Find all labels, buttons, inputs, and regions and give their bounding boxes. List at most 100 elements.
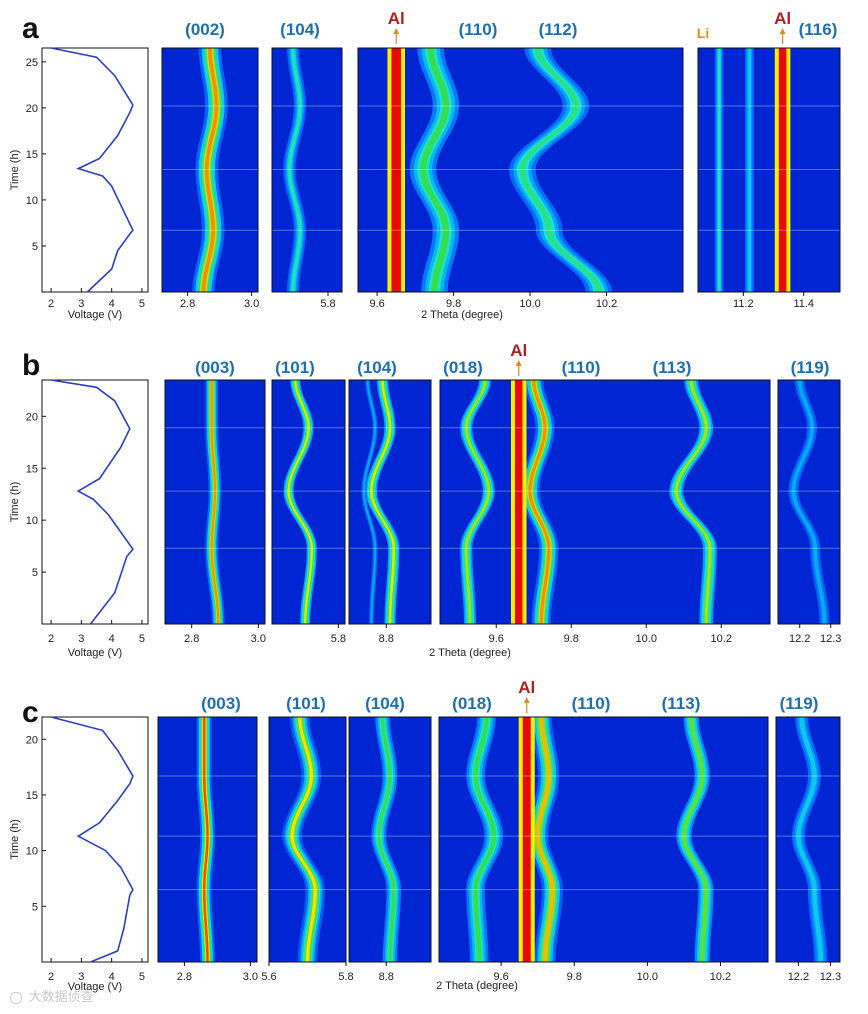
hkl-label: (110) bbox=[459, 20, 498, 39]
hkl-label: (003) bbox=[195, 358, 235, 377]
theta-tick-label: 12.3 bbox=[820, 971, 841, 983]
theta-tick-label: 11.2 bbox=[733, 298, 754, 310]
heatmap-frame bbox=[164, 379, 266, 625]
theta-tick-label: 2.8 bbox=[184, 633, 199, 645]
voltage-curve bbox=[50, 47, 134, 293]
theta-tick-label: 10.0 bbox=[519, 298, 540, 310]
peak-band bbox=[287, 380, 313, 624]
time-axis-label: Time (h) bbox=[9, 819, 21, 860]
hkl-label: (116) bbox=[799, 20, 838, 39]
voltage-plot-a: 2 3 4 5 Voltage (V) 5 10 15 20 25 Time (h) bbox=[9, 47, 149, 321]
theta-tick-label: 2.8 bbox=[177, 971, 192, 983]
heatmap-frame bbox=[357, 47, 684, 293]
panel-a: a 2 3 4 5 Voltage (V) 5 10 15 20 25 Time (h) 2.8 3.0 (… bbox=[9, 9, 841, 321]
voltage-tick-label: 3 bbox=[78, 971, 84, 983]
theta-tick-label: 10.2 bbox=[710, 971, 731, 983]
al-arrow-head bbox=[779, 28, 786, 34]
time-tick-label: 20 bbox=[26, 734, 38, 746]
peak-band bbox=[528, 380, 551, 624]
time-tick-label: 5 bbox=[32, 567, 38, 579]
heatmap-a-4: 11.2 11.4 bbox=[697, 47, 841, 310]
voltage-tick-label: 2 bbox=[48, 298, 54, 310]
voltage-plot-b: 2 3 4 5 Voltage (V) 5 10 15 20 Time (h) bbox=[9, 379, 149, 659]
hkl-label: (112) bbox=[539, 20, 578, 39]
voltage-tick-label: 5 bbox=[139, 298, 145, 310]
voltage-tick-label: 2 bbox=[48, 633, 54, 645]
heatmap-b-1: 2.8 3.0 bbox=[164, 379, 266, 645]
theta-tick-label: 5.8 bbox=[320, 298, 335, 310]
heatmap-b-5: 12.2 12.3 bbox=[777, 379, 841, 645]
theta-tick-label: 8.8 bbox=[379, 971, 394, 983]
peak-band bbox=[419, 48, 450, 292]
voltage-tick-label: 5 bbox=[139, 633, 145, 645]
hkl-label: (104) bbox=[357, 358, 397, 377]
theta-tick-label: 12.2 bbox=[789, 633, 810, 645]
voltage-curve bbox=[50, 716, 134, 963]
watermark-icon bbox=[10, 991, 22, 1004]
hkl-label: (113) bbox=[653, 358, 692, 377]
peak-band bbox=[791, 380, 827, 624]
theta-tick-label: 9.8 bbox=[567, 971, 582, 983]
time-axis-label: Time (h) bbox=[9, 150, 21, 191]
theta-tick-label: 3.0 bbox=[244, 298, 259, 310]
time-axis-label: Time (h) bbox=[9, 482, 21, 523]
heatmap-c-4: 9.6 9.8 10.0 10.2 bbox=[438, 716, 769, 983]
theta-tick-label: 12.2 bbox=[788, 971, 809, 983]
voltage-tick-label: 3 bbox=[78, 298, 84, 310]
heatmap-frame bbox=[271, 379, 346, 625]
watermark: 大数据侦查 bbox=[10, 986, 94, 1005]
voltage-curve bbox=[50, 379, 134, 625]
theta-tick-label: 5.8 bbox=[338, 971, 353, 983]
peak-band bbox=[363, 380, 376, 624]
theta-axis-label: 2 Theta (degree) bbox=[429, 647, 511, 659]
peak-band bbox=[463, 380, 492, 624]
heatmap-c-1: 2.8 3.0 bbox=[157, 716, 258, 983]
peak-band bbox=[202, 717, 209, 962]
hkl-label: (119) bbox=[791, 358, 830, 377]
hkl-label: (104) bbox=[365, 694, 405, 713]
voltage-tick-label: 4 bbox=[109, 298, 115, 310]
panel-letter-c: c bbox=[22, 696, 39, 729]
heatmap-frame bbox=[271, 47, 343, 293]
voltage-plot-c: 2 3 4 5 Voltage (V) 5 10 15 20 Time (h) bbox=[9, 716, 149, 993]
peak-band bbox=[535, 717, 555, 962]
heatmap-c-5: 12.2 12.3 bbox=[775, 716, 841, 983]
heatmap-frame bbox=[697, 47, 841, 293]
peak-band bbox=[527, 380, 552, 624]
hkl-label: (003) bbox=[201, 694, 241, 713]
theta-tick-label: 2.8 bbox=[180, 298, 195, 310]
time-tick-label: 5 bbox=[32, 901, 38, 913]
theta-tick-label: 10.0 bbox=[637, 971, 658, 983]
al-label: Al bbox=[774, 9, 791, 28]
al-peak-band bbox=[391, 48, 402, 292]
time-tick-label: 5 bbox=[32, 241, 38, 253]
hkl-label: (110) bbox=[562, 358, 601, 377]
peak-band bbox=[796, 717, 823, 962]
peak-band bbox=[790, 380, 828, 624]
panel-letter-b: b bbox=[22, 349, 40, 382]
heatmap-frame bbox=[775, 716, 841, 963]
theta-tick-label: 5.6 bbox=[261, 971, 276, 983]
heatmap-frame bbox=[348, 379, 432, 625]
heatmap-b-2: 5.8 bbox=[271, 379, 346, 645]
peak-band bbox=[370, 380, 395, 624]
voltage-tick-label: 4 bbox=[109, 633, 115, 645]
peak-band bbox=[362, 380, 377, 624]
heatmap-frame bbox=[348, 716, 432, 963]
theta-tick-label: 3.0 bbox=[251, 633, 266, 645]
theta-tick-label: 8.8 bbox=[379, 633, 394, 645]
peak-band bbox=[509, 48, 613, 292]
theta-tick-label: 11.4 bbox=[793, 298, 814, 310]
al-peak-band bbox=[515, 380, 523, 624]
heatmap-a-2: 5.8 bbox=[271, 47, 343, 310]
panel-letter-a: a bbox=[22, 12, 39, 45]
time-tick-label: 10 bbox=[26, 515, 38, 527]
theta-tick-label: 9.6 bbox=[369, 298, 384, 310]
peak-band bbox=[682, 717, 708, 962]
al-label: Al bbox=[518, 678, 535, 697]
al-label: Al bbox=[510, 341, 527, 360]
al-arrow-head bbox=[393, 28, 400, 34]
hkl-label: (104) bbox=[280, 20, 320, 39]
watermark-text: 大数据侦查 bbox=[28, 989, 94, 1004]
